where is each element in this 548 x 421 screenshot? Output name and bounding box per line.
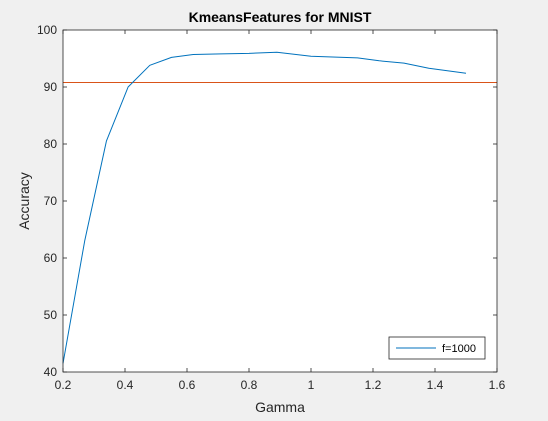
- legend-label: f=1000: [442, 343, 476, 355]
- x-tick-label: 0.8: [241, 378, 258, 392]
- x-tick-label: 0.2: [55, 378, 72, 392]
- series-lines: [62, 51, 467, 364]
- x-tick-label: 1.4: [427, 378, 444, 392]
- x-tick-label: 0.4: [117, 378, 134, 392]
- y-tick-label: 100: [37, 23, 57, 37]
- x-tick-label: 1: [308, 378, 315, 392]
- legend-box: [388, 336, 486, 360]
- y-tick-label: 70: [44, 194, 58, 208]
- y-tick-label: 80: [44, 137, 58, 151]
- plot-area: [63, 30, 497, 372]
- y-tick-label: 50: [44, 308, 58, 322]
- chart-title: KmeansFeatures for MNIST: [189, 9, 372, 25]
- x-tick-label: 1.6: [489, 378, 506, 392]
- y-tick-label: 60: [44, 251, 58, 265]
- y-tick-label: 90: [44, 80, 58, 94]
- x-tick-label: 1.2: [365, 378, 382, 392]
- x-axis-label: Gamma: [255, 399, 305, 415]
- x-tick-labels: 0.2 0.4 0.6 0.8 1 1.2 1.4 1.6: [55, 378, 506, 392]
- y-tick-labels: 40 50 60 70 80 90 100: [37, 23, 57, 379]
- y-axis-label: Accuracy: [16, 172, 32, 230]
- y-tick-label: 40: [44, 365, 58, 379]
- legend: f=1000: [388, 336, 486, 360]
- plot-frame: [62, 29, 498, 373]
- series-line: [62, 51, 467, 364]
- x-tick-label: 0.6: [179, 378, 196, 392]
